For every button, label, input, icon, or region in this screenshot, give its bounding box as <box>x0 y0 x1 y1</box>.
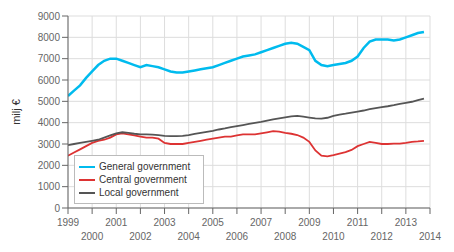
svg-text:9000: 9000 <box>38 11 61 22</box>
svg-text:milj €: milj € <box>10 99 22 125</box>
svg-text:5000: 5000 <box>38 96 61 107</box>
svg-text:2004: 2004 <box>178 231 201 242</box>
svg-text:2013: 2013 <box>395 217 418 228</box>
svg-text:2002: 2002 <box>129 231 152 242</box>
svg-text:2007: 2007 <box>250 217 273 228</box>
svg-text:1000: 1000 <box>38 181 61 192</box>
svg-text:2006: 2006 <box>226 231 249 242</box>
svg-text:2001: 2001 <box>105 217 128 228</box>
svg-text:2012: 2012 <box>371 231 394 242</box>
svg-text:2014: 2014 <box>419 231 442 242</box>
svg-text:2000: 2000 <box>38 160 61 171</box>
svg-text:0: 0 <box>54 203 60 214</box>
svg-text:6000: 6000 <box>38 75 61 86</box>
svg-text:2005: 2005 <box>202 217 225 228</box>
svg-text:8000: 8000 <box>38 32 61 43</box>
html-text:Local government: Local government <box>99 187 179 198</box>
html-text:General government: General government <box>99 161 191 172</box>
svg-text:1999: 1999 <box>57 217 80 228</box>
html-text:Central government: Central government <box>99 174 187 185</box>
svg-text:2000: 2000 <box>81 231 104 242</box>
svg-text:2011: 2011 <box>347 217 369 228</box>
svg-text:2003: 2003 <box>153 217 176 228</box>
svg-text:3000: 3000 <box>38 139 61 150</box>
svg-text:2010: 2010 <box>322 231 345 242</box>
svg-text:4000: 4000 <box>38 117 61 128</box>
svg-text:2009: 2009 <box>298 217 321 228</box>
svg-text:2008: 2008 <box>274 231 297 242</box>
svg-text:7000: 7000 <box>38 53 61 64</box>
